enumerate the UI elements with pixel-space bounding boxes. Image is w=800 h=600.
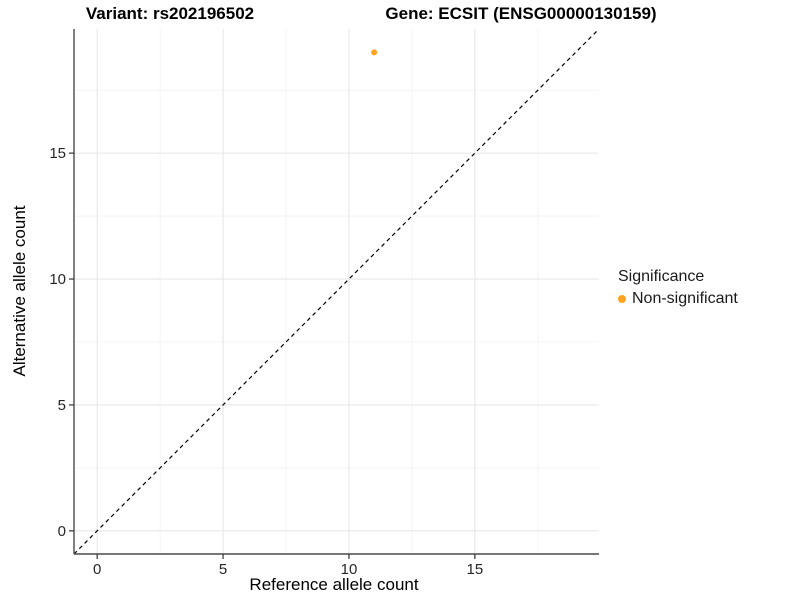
svg-text:10: 10 [49,271,66,288]
svg-text:5: 5 [219,561,227,578]
gene-title: Gene: ECSIT (ENSG00000130159) [385,4,657,23]
legend-item: Non-significant [616,290,738,308]
svg-text:0: 0 [58,523,66,540]
legend-item-label: Non-significant [632,290,738,307]
svg-text:5: 5 [58,397,66,414]
svg-text:15: 15 [49,145,66,162]
variant-title: Variant: rs202196502 [85,4,255,23]
legend-title: Significance [618,268,705,285]
svg-text:10: 10 [341,561,358,578]
x-axis-title: Reference allele count [249,575,419,594]
legend-point-icon [618,295,626,303]
y-axis-title: Alternative allele count [10,205,29,377]
svg-text:0: 0 [93,561,101,578]
svg-text:15: 15 [467,561,484,578]
legend: Significance Non-significant [616,268,738,308]
